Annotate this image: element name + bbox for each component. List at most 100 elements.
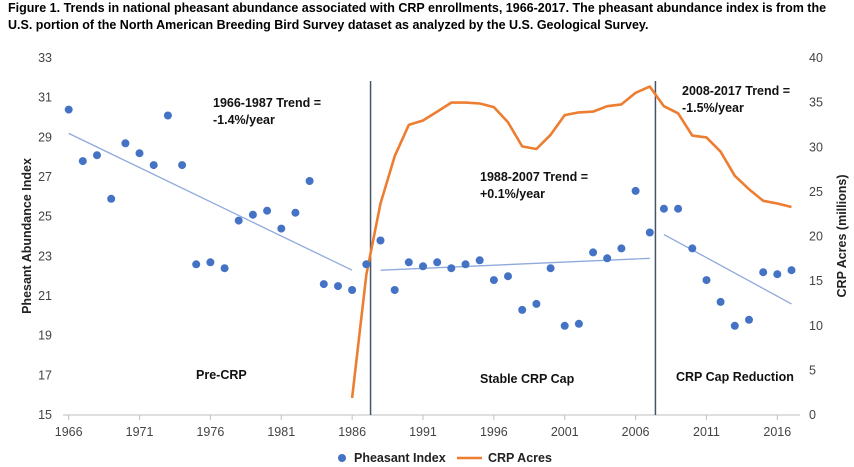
- pheasant-point: [334, 282, 342, 291]
- pheasant-point: [574, 319, 583, 328]
- y-right-tick-label: 25: [809, 185, 823, 199]
- annotation-1988-2007-trend-line1: 1988-2007 Trend =: [480, 170, 588, 184]
- pheasant-point: [305, 177, 314, 185]
- pheasant-point: [121, 139, 130, 148]
- y-left-tick-label: 17: [38, 368, 52, 382]
- pheasant-point: [603, 254, 612, 263]
- pheasant-point: [759, 268, 768, 277]
- y-right-tick-label: 20: [809, 230, 823, 244]
- pheasant-point: [546, 264, 555, 273]
- y-right-tick-label: 10: [809, 319, 823, 333]
- x-tick-label: 1996: [480, 425, 508, 439]
- legend-pheasant-label: Pheasant Index: [354, 451, 446, 465]
- pheasant-point: [291, 208, 300, 217]
- pheasant-point: [319, 280, 328, 289]
- pheasant-point: [560, 321, 569, 330]
- annotation-2008-2017-trend-line2: -1.5%/year: [682, 101, 744, 115]
- pheasant-point: [787, 266, 796, 275]
- y-axis-left-label: Phesant Abundance Index: [20, 158, 34, 314]
- pheasant-point: [107, 194, 116, 203]
- legend-crp-label: CRP Acres: [488, 451, 552, 465]
- x-tick-label: 2016: [763, 425, 791, 439]
- annotation-1966-1987-trend-line1: 1966-1987 Trend =: [213, 96, 321, 110]
- pheasant-point: [135, 149, 144, 158]
- x-tick-label: 1986: [338, 425, 366, 439]
- pheasant-point: [447, 264, 456, 273]
- axes-group: 1966 1971 1976 1981 1986 1991 1996 2001 2006 2011…: [38, 51, 823, 439]
- legend: Pheasant Index CRP Acres: [338, 451, 552, 465]
- pheasant-point: [404, 258, 413, 267]
- pheasant-point: [419, 262, 427, 271]
- y-left-tick-label: 19: [38, 329, 52, 343]
- pheasant-point: [433, 258, 442, 267]
- annotation-2008-2017-trend-line1: 2008-2017 Trend =: [682, 84, 790, 98]
- period-label-cap-reduction: CRP Cap Reduction: [676, 370, 794, 384]
- pheasant-point: [461, 260, 470, 269]
- pheasant-point: [192, 260, 201, 269]
- crp-acres-line: [350, 85, 792, 399]
- y-left-tick-label: 21: [38, 289, 52, 303]
- pheasant-point: [645, 228, 654, 237]
- period-label-pre-crp: Pre-CRP: [196, 368, 247, 382]
- x-tick-label: 2006: [622, 425, 650, 439]
- pheasant-point: [376, 236, 385, 245]
- trendline-3: [663, 233, 792, 305]
- pheasant-point: [489, 276, 498, 285]
- crp-series-group: [350, 85, 792, 399]
- pheasant-point: [716, 297, 725, 306]
- y-right-tick-label: 30: [809, 140, 823, 154]
- pheasant-point: [745, 315, 753, 324]
- pheasant-point: [163, 111, 172, 120]
- y-left-tick-label: 31: [38, 91, 52, 105]
- pheasant-point: [617, 244, 626, 253]
- y-right-tick-label: 15: [809, 274, 823, 288]
- pheasant-point: [702, 276, 711, 285]
- pheasant-point: [589, 248, 598, 257]
- annotation-1988-2007-trend-line2: +0.1%/year: [480, 187, 545, 201]
- pheasant-point: [773, 270, 782, 279]
- trendlines-group: [68, 132, 792, 305]
- pheasant-point: [64, 105, 73, 114]
- pheasant-point: [475, 256, 484, 265]
- pheasant-point: [659, 204, 668, 213]
- pheasant-point: [93, 151, 101, 160]
- annotation-1966-1987-trend-line2: -1.4%/year: [213, 113, 275, 127]
- y-right-tick-label: 40: [809, 51, 823, 65]
- pheasant-point: [730, 321, 739, 330]
- y-left-tick-label: 29: [38, 130, 52, 144]
- pheasant-point: [390, 286, 399, 294]
- legend-pheasant-marker: [338, 454, 346, 462]
- pheasant-points-group: [64, 105, 796, 330]
- pheasant-point: [504, 272, 512, 281]
- caption-line-1: Figure 1. Trends in national pheasant ab…: [8, 1, 827, 15]
- pheasant-point: [631, 186, 640, 195]
- period-label-stable-cap: Stable CRP Cap: [480, 372, 575, 386]
- pheasant-point: [532, 299, 541, 308]
- pheasant-point: [263, 206, 272, 215]
- y-left-tick-label: 23: [38, 249, 52, 263]
- x-tick-label: 2011: [693, 425, 720, 439]
- trendline-1: [68, 132, 353, 271]
- x-tick-label: 1966: [55, 425, 83, 439]
- pheasant-point: [220, 264, 229, 273]
- y-left-tick-label: 15: [38, 408, 52, 422]
- x-tick-label: 1976: [196, 425, 224, 439]
- y-left-tick-label: 27: [38, 170, 52, 184]
- y-axis-right-label: CRP Acres (millions): [835, 175, 849, 298]
- pheasant-point: [149, 161, 158, 170]
- figure-caption: Figure 1. Trends in national pheasant ab…: [8, 0, 848, 34]
- pheasant-point: [277, 224, 286, 233]
- pheasant-point: [674, 204, 683, 213]
- y-left-tick-label: 25: [38, 210, 52, 224]
- pheasant-point: [362, 260, 371, 269]
- x-tick-label: 1971: [126, 425, 154, 439]
- caption-line-2: U.S. portion of the North American Breed…: [8, 18, 649, 32]
- x-tick-label: 1981: [267, 425, 295, 439]
- pheasant-point: [78, 157, 87, 166]
- y-right-tick-label: 35: [809, 96, 823, 110]
- y-right-tick-label: 5: [809, 363, 816, 377]
- y-left-tick-label: 33: [38, 51, 52, 65]
- pheasant-point: [178, 161, 187, 170]
- x-tick-label: 2001: [551, 425, 579, 439]
